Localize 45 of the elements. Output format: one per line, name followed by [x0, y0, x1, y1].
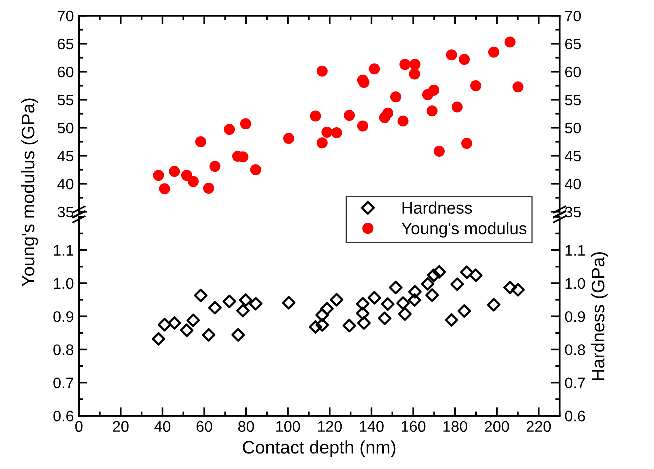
x-tick-label: 220: [526, 421, 552, 432]
y-tick-label: 50: [58, 122, 74, 134]
y2-tick-label: 70: [565, 10, 582, 22]
y-tick-label: 45: [58, 151, 74, 162]
x-tick-label: 60: [196, 421, 212, 432]
y-tick-label: 55: [58, 94, 74, 106]
x-tick-label: 80: [238, 421, 254, 432]
y2-tick-label: 50: [565, 122, 582, 134]
y-tick-label: 0.7: [54, 378, 74, 389]
y-tick-label: 0.6: [54, 410, 74, 422]
x-tick-label: 100: [276, 421, 300, 432]
y2-tick-label: 1.1: [566, 245, 586, 256]
y-axis-title: Young's modulus (GPa): [21, 98, 38, 287]
y-tick-label: 0.8: [54, 344, 74, 356]
y-tick-label: 60: [58, 66, 74, 78]
y2-tick-label: 60: [565, 66, 582, 78]
y-tick-label: 1.0: [54, 278, 74, 290]
y-tick-label: 70: [58, 10, 74, 22]
y2-tick-label: 45: [565, 151, 582, 162]
x-tick-label: 40: [154, 421, 171, 432]
y2-tick-label: 0.9: [565, 311, 586, 322]
x-tick-label: 180: [444, 421, 468, 432]
legend-label: Hardness: [402, 202, 472, 214]
y-tick-label: 40: [58, 178, 74, 190]
y-tick-label: 1.1: [54, 245, 74, 256]
x-tick-label: 20: [113, 421, 129, 432]
legend-label: Young's modulus: [402, 222, 527, 238]
x-tick-label: 160: [402, 421, 426, 432]
y2-tick-label: 65: [565, 38, 582, 50]
x-tick-label: 0: [75, 421, 83, 432]
y2-tick-label: 35: [565, 206, 582, 218]
y2-tick-label: 0.8: [565, 344, 586, 356]
x-tick-label: 200: [485, 421, 510, 432]
y2-tick-label: 0.6: [565, 410, 586, 422]
y-tick-label: 0.9: [54, 311, 74, 322]
y2-tick-label: 55: [565, 94, 582, 106]
y2-tick-label: 1.0: [566, 278, 586, 290]
y2-tick-label: 40: [565, 178, 582, 190]
x-axis-title: Contact depth (nm): [243, 440, 396, 458]
y2-tick-label: 0.7: [565, 378, 586, 389]
x-tick-label: 120: [318, 421, 342, 432]
y2-axis-title: Hardness (GPa): [591, 252, 608, 380]
x-tick-label: 140: [360, 421, 384, 432]
y-tick-label: 35: [58, 206, 74, 218]
y-tick-label: 65: [58, 38, 74, 50]
